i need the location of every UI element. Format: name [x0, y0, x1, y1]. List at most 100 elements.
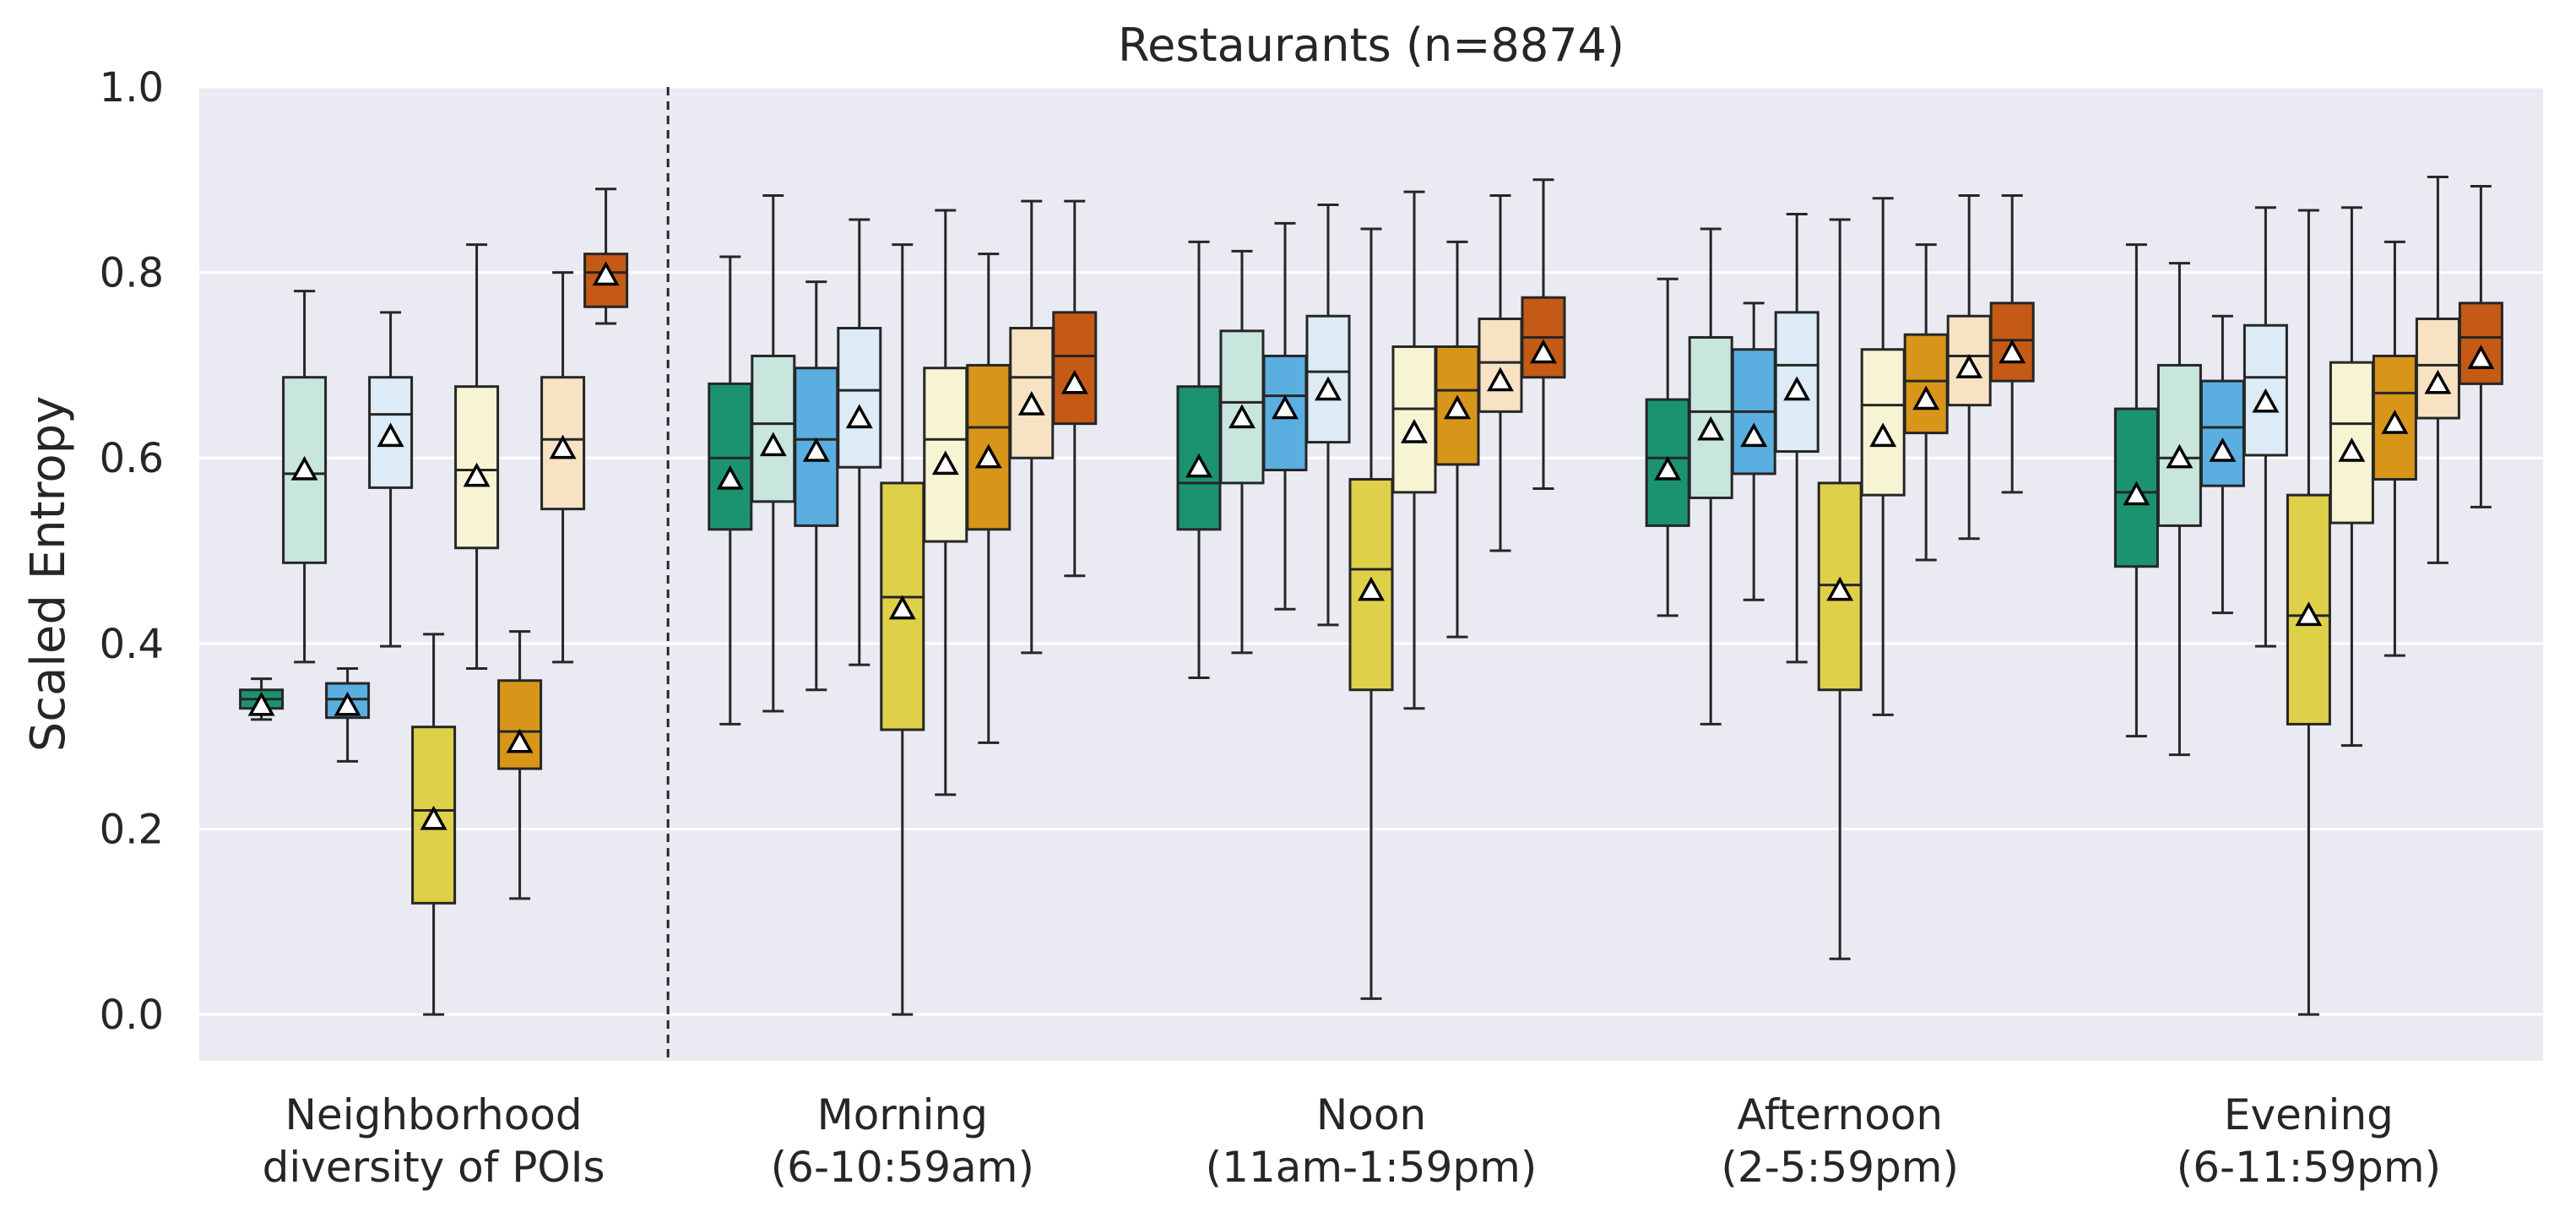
mean-marker — [1654, 455, 1682, 481]
x-category-label-line: Afternoon — [1737, 1090, 1943, 1139]
mean-marker — [1783, 376, 1811, 401]
box-group — [751, 193, 796, 713]
box-group — [1009, 199, 1055, 655]
box-group — [497, 630, 543, 900]
mean-marker — [2123, 481, 2150, 506]
box-group — [1052, 199, 1098, 578]
x-category-label: Afternoon (2-5:59pm) — [1721, 1090, 1959, 1192]
mean-marker — [2338, 437, 2366, 462]
box-group — [2329, 206, 2374, 747]
mean-marker — [247, 691, 275, 716]
mean-marker — [2467, 345, 2495, 369]
box-group — [540, 271, 586, 664]
mean-marker — [1060, 369, 1088, 394]
y-tick-labels: 0.0 0.2 0.4 0.6 0.8 1.0 — [100, 64, 164, 1039]
mean-marker — [1912, 385, 1940, 410]
mean-marker — [1998, 339, 2026, 364]
box-group — [1989, 193, 2035, 494]
box-body — [1009, 327, 1055, 459]
box-group — [2286, 209, 2331, 1016]
mean-marker — [1697, 416, 1725, 441]
box-body — [2199, 379, 2245, 487]
mean-marker — [888, 595, 916, 620]
box-group — [1305, 203, 1351, 627]
mean-marker — [420, 805, 447, 830]
mean-marker — [845, 404, 873, 429]
y-tick-label: 1.0 — [100, 64, 164, 111]
x-category-label-line: (2-5:59pm) — [1721, 1143, 1959, 1192]
mean-marker — [974, 443, 1002, 469]
box-group — [2199, 314, 2245, 615]
box-group — [966, 253, 1011, 744]
box-group — [368, 311, 414, 648]
box-group — [1817, 218, 1863, 960]
x-category-label-line: Morning — [817, 1090, 988, 1139]
box-group — [1478, 193, 1523, 552]
mean-marker — [463, 462, 491, 487]
box-body — [1478, 318, 1523, 413]
y-axis-label: Scaled Entropy — [21, 396, 76, 753]
x-category-label-line: diversity of POIs — [263, 1143, 605, 1192]
mean-marker — [1228, 404, 1255, 429]
box-group — [1860, 197, 1906, 716]
box-group — [1903, 243, 1949, 562]
x-category-label-line: (6-11:59pm) — [2177, 1143, 2441, 1192]
mean-marker — [802, 437, 830, 462]
box-group — [1946, 193, 1992, 541]
mean-marker — [1272, 394, 1299, 420]
box-group — [1219, 249, 1265, 655]
box-group — [454, 243, 500, 671]
box-group — [1262, 221, 1308, 611]
mean-marker — [506, 728, 534, 753]
box-group — [239, 677, 285, 721]
mean-marker — [931, 450, 959, 476]
y-tick-label: 0.6 — [100, 435, 164, 482]
x-category-label: Noon (11am-1:59pm) — [1206, 1090, 1537, 1192]
x-category-label: Morning (6-10:59am) — [771, 1090, 1034, 1192]
mean-marker — [1487, 367, 1514, 392]
mean-marker — [2252, 388, 2280, 413]
box-group — [2372, 240, 2417, 657]
y-tick-label: 0.2 — [100, 806, 164, 853]
box-group — [2156, 262, 2202, 757]
box-body — [2458, 302, 2503, 385]
y-tick-label: 0.4 — [100, 621, 164, 668]
mean-marker — [716, 465, 744, 490]
mean-marker — [1955, 354, 1983, 378]
box-body — [1903, 333, 1949, 435]
box-group — [2242, 206, 2288, 648]
mean-marker — [759, 432, 787, 457]
x-category-label: Evening (6-11:59pm) — [2177, 1090, 2441, 1192]
mean-marker — [1826, 576, 1854, 601]
box-group — [708, 255, 753, 726]
chart-title: Restaurants (n=8874) — [1118, 19, 1624, 72]
box-group — [880, 243, 925, 1016]
box-group — [1391, 190, 1437, 710]
mean-marker — [1530, 339, 1557, 364]
box-group — [411, 633, 457, 1016]
mean-marker — [1358, 576, 1385, 601]
x-category-label-line: (6-10:59am) — [771, 1143, 1034, 1192]
mean-marker — [1444, 394, 1471, 420]
box-body — [1860, 348, 1906, 497]
mean-marker — [1740, 422, 1768, 448]
box-body — [837, 327, 882, 469]
box-group — [2458, 184, 2503, 508]
x-category-label-line: Noon — [1316, 1090, 1426, 1139]
mean-marker — [2166, 443, 2194, 469]
box-body — [751, 354, 796, 503]
mean-marker — [549, 434, 577, 459]
mean-marker — [1017, 391, 1045, 416]
x-category-label-line: Evening — [2224, 1090, 2394, 1139]
y-tick-label: 0.8 — [100, 250, 164, 297]
y-tick-label: 0.0 — [100, 992, 164, 1039]
box-body — [497, 679, 543, 770]
box-body — [2156, 363, 2202, 527]
mean-marker — [377, 422, 404, 448]
box-body — [2415, 318, 2460, 420]
box-group — [1434, 240, 1480, 639]
mean-marker — [1401, 418, 1428, 443]
x-category-label-line: (11am-1:59pm) — [1206, 1143, 1537, 1192]
